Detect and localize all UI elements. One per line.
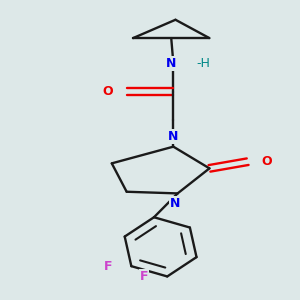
Text: O: O [102,85,113,98]
Text: -H: -H [196,57,210,70]
Text: F: F [140,270,148,283]
Text: F: F [104,260,112,273]
Text: N: N [168,130,178,143]
Text: N: N [170,197,181,210]
Text: O: O [262,155,272,168]
Text: N: N [166,57,176,70]
